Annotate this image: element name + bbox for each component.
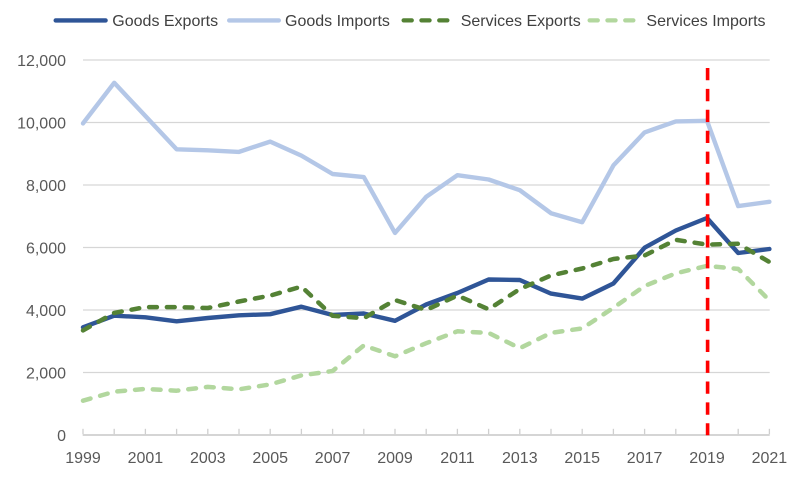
svg-text:Goods Exports: Goods Exports — [112, 13, 218, 30]
svg-text:2003: 2003 — [190, 450, 226, 467]
svg-text:2017: 2017 — [627, 450, 663, 467]
svg-text:Goods Imports: Goods Imports — [285, 13, 390, 30]
svg-text:10,000: 10,000 — [17, 115, 66, 132]
svg-text:Services Imports: Services Imports — [646, 13, 765, 30]
svg-text:2021: 2021 — [752, 450, 788, 467]
svg-text:Services Exports: Services Exports — [461, 13, 581, 30]
svg-text:6,000: 6,000 — [26, 240, 66, 257]
svg-text:2001: 2001 — [128, 450, 164, 467]
svg-text:2009: 2009 — [377, 450, 413, 467]
svg-text:0: 0 — [57, 428, 66, 445]
svg-text:2013: 2013 — [502, 450, 538, 467]
svg-text:2019: 2019 — [689, 450, 725, 467]
svg-text:12,000: 12,000 — [17, 53, 66, 70]
svg-text:2007: 2007 — [315, 450, 351, 467]
svg-text:8,000: 8,000 — [26, 178, 66, 195]
svg-text:2,000: 2,000 — [26, 365, 66, 382]
svg-text:2011: 2011 — [440, 450, 475, 467]
svg-text:2005: 2005 — [252, 450, 288, 467]
svg-text:2015: 2015 — [564, 450, 600, 467]
svg-text:1999: 1999 — [65, 450, 101, 467]
svg-text:4,000: 4,000 — [26, 303, 66, 320]
